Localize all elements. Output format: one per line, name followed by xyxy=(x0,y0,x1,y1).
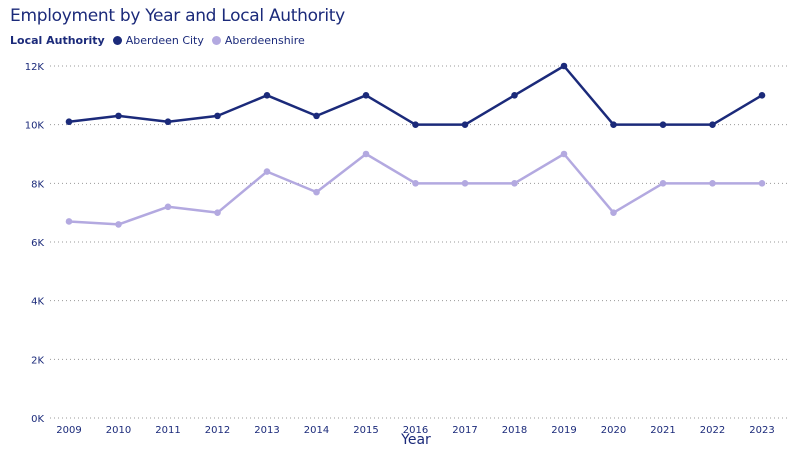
x-tick-label: 2016 xyxy=(403,425,428,436)
data-point-aberdeenshire[interactable] xyxy=(263,168,271,175)
x-tick-label: 2017 xyxy=(452,425,477,436)
data-point-aberdeen-city[interactable] xyxy=(659,121,667,128)
legend-label-aberdeenshire: Aberdeenshire xyxy=(224,34,305,47)
data-point-aberdeen-city[interactable] xyxy=(758,92,766,99)
data-point-aberdeen-city[interactable] xyxy=(313,112,320,120)
y-tick-label: 0K xyxy=(31,414,44,425)
y-tick-label: 4K xyxy=(31,297,44,308)
data-point-aberdeenshire[interactable] xyxy=(758,180,766,187)
x-tick-label: 2018 xyxy=(502,425,527,436)
data-point-aberdeenshire[interactable] xyxy=(214,209,221,216)
x-axis-label: Year xyxy=(400,432,431,448)
legend: Local Authority Aberdeen City Aberdeensh… xyxy=(10,34,313,47)
y-tick-label: 6K xyxy=(31,238,44,249)
x-tick-label: 2021 xyxy=(650,425,675,436)
data-point-aberdeen-city[interactable] xyxy=(610,121,617,128)
data-point-aberdeen-city[interactable] xyxy=(115,112,122,120)
series-aberdeen-city xyxy=(65,62,766,128)
x-tick-label: 2010 xyxy=(106,425,131,436)
data-point-aberdeenshire[interactable] xyxy=(313,188,320,196)
legend-marker-aberdeen-city xyxy=(112,36,122,45)
data-point-aberdeen-city[interactable] xyxy=(214,112,221,120)
x-tick-label: 2014 xyxy=(304,425,329,436)
x-tick-label: 2011 xyxy=(155,425,180,436)
chart-title: Employment by Year and Local Authority xyxy=(10,6,345,26)
data-point-aberdeen-city[interactable] xyxy=(709,121,716,128)
x-tick-label: 2013 xyxy=(254,425,279,436)
data-point-aberdeenshire[interactable] xyxy=(412,180,419,187)
x-axis-ticks: 2009 2010 2011 2012 2013 2014 2015 2016 2017 2018… xyxy=(56,425,774,436)
data-point-aberdeen-city[interactable] xyxy=(263,92,271,99)
y-tick-label: 10K xyxy=(25,121,45,132)
data-point-aberdeenshire[interactable] xyxy=(115,221,122,228)
data-point-aberdeenshire[interactable] xyxy=(560,150,568,158)
x-tick-label: 2020 xyxy=(601,425,626,436)
x-tick-label: 2023 xyxy=(749,425,774,436)
y-tick-label: 2K xyxy=(31,355,44,366)
legend-item-aberdeenshire[interactable]: Aberdeenshire xyxy=(211,34,305,47)
legend-title: Local Authority xyxy=(10,34,105,47)
data-point-aberdeenshire[interactable] xyxy=(164,203,172,211)
data-point-aberdeenshire[interactable] xyxy=(659,180,667,187)
data-point-aberdeenshire[interactable] xyxy=(65,218,73,225)
data-point-aberdeen-city[interactable] xyxy=(511,92,518,99)
data-point-aberdeen-city[interactable] xyxy=(362,92,370,99)
legend-item-aberdeen-city[interactable]: Aberdeen City xyxy=(112,34,204,47)
series-line-aberdeen-city xyxy=(68,64,763,126)
x-tick-label: 2022 xyxy=(700,425,725,436)
gridlines xyxy=(50,65,790,419)
legend-label-aberdeen-city: Aberdeen City xyxy=(125,34,204,47)
x-tick-label: 2009 xyxy=(56,425,81,436)
data-point-aberdeen-city[interactable] xyxy=(560,62,568,70)
y-tick-label: 8K xyxy=(31,179,44,190)
series-aberdeenshire xyxy=(65,150,766,228)
series-line-aberdeenshire xyxy=(68,152,762,226)
data-point-aberdeenshire[interactable] xyxy=(610,209,617,216)
data-point-aberdeenshire[interactable] xyxy=(461,180,469,187)
y-axis-ticks: 0K 2K 4K 6K 8K 10K 12K xyxy=(25,62,45,425)
data-point-aberdeen-city[interactable] xyxy=(164,118,172,126)
x-tick-label: 2012 xyxy=(205,425,230,436)
data-point-aberdeenshire[interactable] xyxy=(362,150,370,158)
series-lines xyxy=(65,62,766,228)
data-point-aberdeenshire[interactable] xyxy=(709,180,716,187)
data-point-aberdeen-city[interactable] xyxy=(65,118,73,126)
data-point-aberdeen-city[interactable] xyxy=(461,121,469,128)
y-tick-label: 12K xyxy=(25,62,45,73)
data-point-aberdeenshire[interactable] xyxy=(511,180,518,187)
x-tick-label: 2015 xyxy=(353,425,378,436)
data-point-aberdeen-city[interactable] xyxy=(412,121,419,128)
x-tick-label: 2019 xyxy=(551,425,576,436)
legend-marker-aberdeenshire xyxy=(211,36,221,45)
